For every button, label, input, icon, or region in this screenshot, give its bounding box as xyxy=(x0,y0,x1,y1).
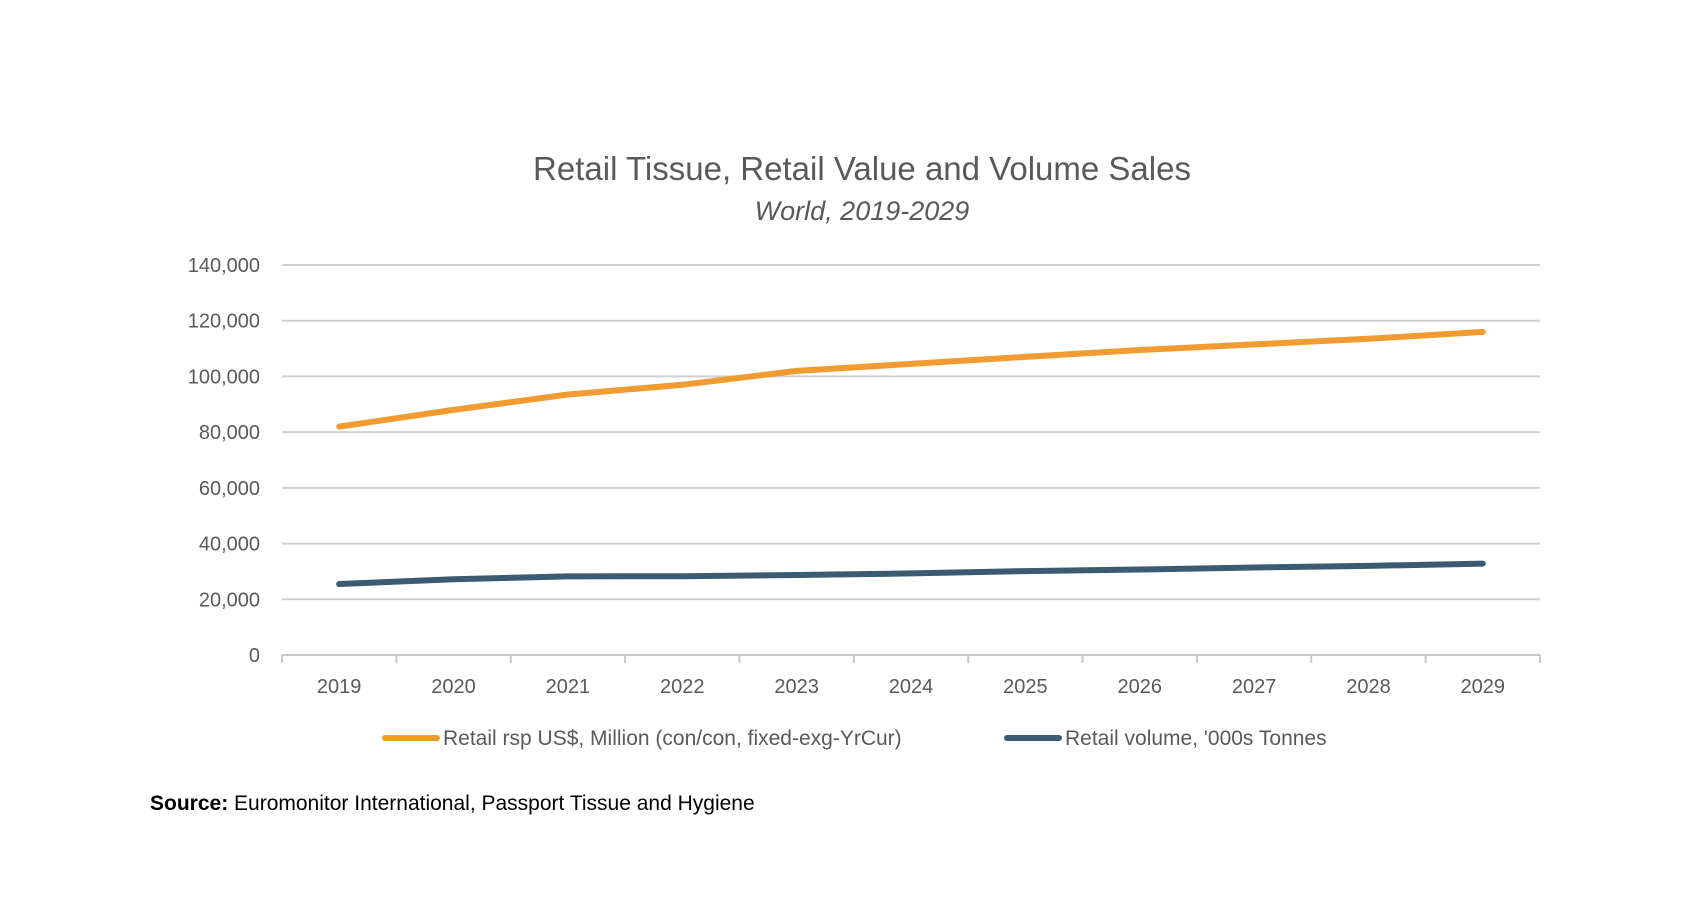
source-text: Euromonitor International, Passport Tiss… xyxy=(234,792,755,815)
axes: 0 20,000 40,000 60,000 80,000 100,000 120,000 1… xyxy=(188,255,1541,698)
series-line-2 xyxy=(336,560,1486,587)
x-tick-label: 2023 xyxy=(774,676,819,698)
gridlines xyxy=(282,264,1540,601)
chart-subtitle: World, 2019-2029 xyxy=(755,196,970,226)
x-tick-label: 2024 xyxy=(889,676,934,698)
chart-title: Retail Tissue, Retail Value and Volume S… xyxy=(533,150,1191,187)
y-tick-label: 140,000 xyxy=(188,255,260,277)
y-tick-label: 0 xyxy=(249,645,260,667)
y-tick-label: 120,000 xyxy=(188,311,260,333)
y-tick-label: 40,000 xyxy=(199,534,260,556)
series-lines xyxy=(336,328,1486,587)
x-tick-label: 2019 xyxy=(317,676,362,698)
y-tick-label: 100,000 xyxy=(188,366,260,388)
legend: Retail rsp US$, Million (con/con, fixed-… xyxy=(382,727,1327,750)
x-tick-label: 2027 xyxy=(1232,676,1277,698)
x-tick-label: 2020 xyxy=(431,676,476,698)
source-note: Source: Euromonitor International, Passp… xyxy=(150,792,755,816)
x-tick-label: 2021 xyxy=(546,676,591,698)
legend-label: Retail volume, '000s Tonnes xyxy=(1065,727,1327,750)
source-label: Source: xyxy=(150,792,229,815)
x-tick-label: 2022 xyxy=(660,676,705,698)
series-line-1 xyxy=(336,328,1486,430)
y-tick-label: 80,000 xyxy=(199,422,260,444)
x-tick-label: 2029 xyxy=(1461,676,1506,698)
x-tick-label: 2026 xyxy=(1117,676,1162,698)
legend-label: Retail rsp US$, Million (con/con, fixed-… xyxy=(443,727,902,750)
y-tick-label: 20,000 xyxy=(199,589,260,611)
x-tick-label: 2025 xyxy=(1003,676,1048,698)
y-tick-label: 60,000 xyxy=(199,478,260,500)
x-tick-label: 2028 xyxy=(1346,676,1391,698)
